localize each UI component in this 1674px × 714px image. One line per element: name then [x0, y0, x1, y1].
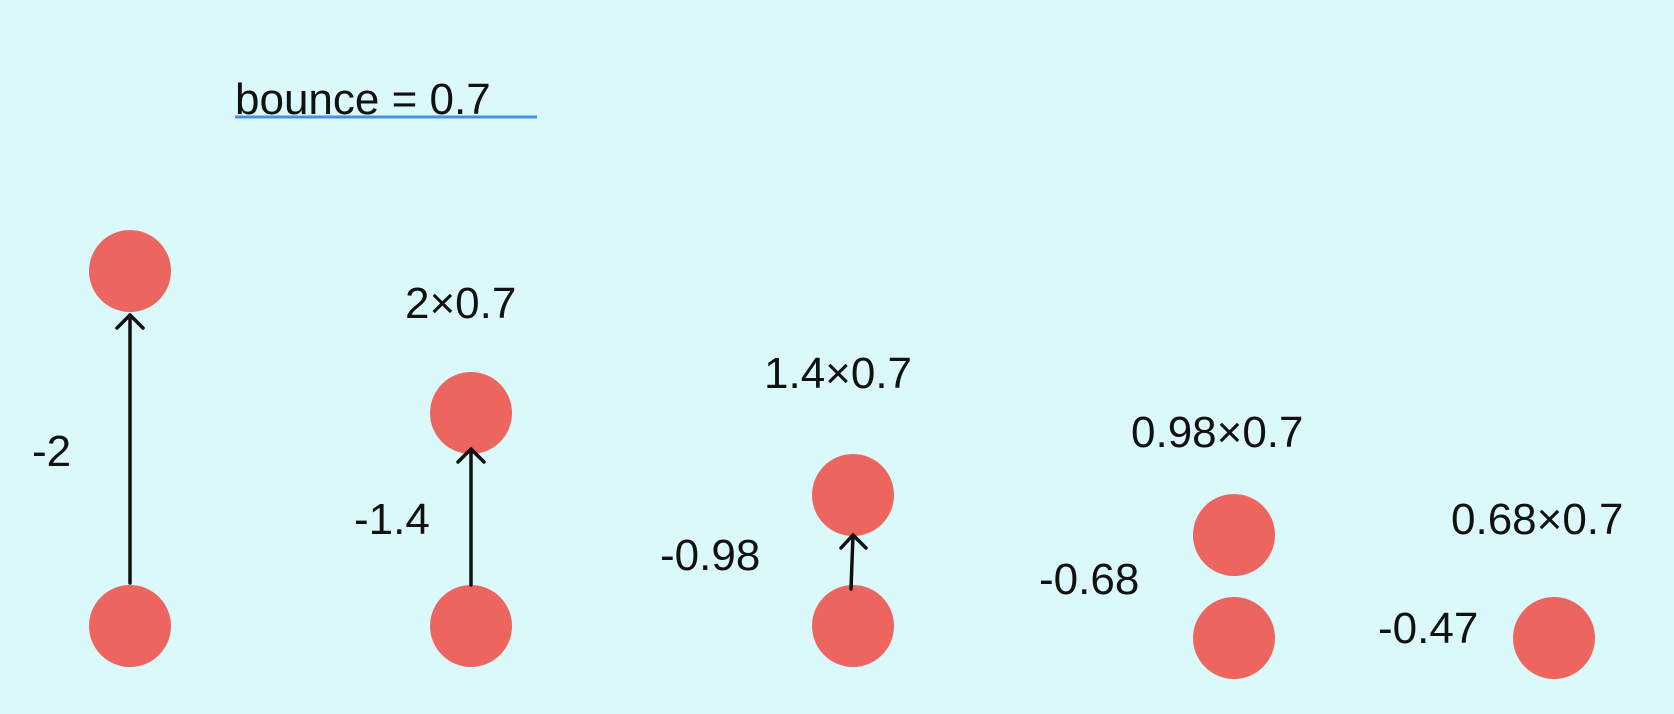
ball-start	[1193, 597, 1275, 679]
multiplier-label: 0.68×0.7	[1451, 495, 1624, 544]
velocity-label: -0.98	[660, 531, 760, 580]
ball-apex	[430, 372, 512, 454]
ball-start	[430, 585, 512, 667]
step-1: -2	[32, 230, 171, 667]
ball-start	[1513, 597, 1595, 679]
ball-start	[812, 585, 894, 667]
velocity-label: -0.68	[1039, 555, 1139, 604]
ball-apex	[89, 230, 171, 312]
multiplier-label: 2×0.7	[405, 279, 516, 328]
step-3: -0.98 1.4×0.7	[660, 349, 912, 667]
velocity-arrow	[849, 533, 855, 591]
arrow-head-icon	[115, 313, 145, 330]
ball-apex	[1193, 494, 1275, 576]
velocity-label: -0.47	[1378, 604, 1478, 653]
step-5: -0.47 0.68×0.7	[1378, 495, 1624, 679]
ball-start	[89, 585, 171, 667]
velocity-label: -2	[32, 427, 71, 476]
multiplier-label: 0.98×0.7	[1131, 408, 1304, 457]
multiplier-label: 1.4×0.7	[764, 349, 912, 398]
step-4: -0.68 0.98×0.7	[1039, 408, 1304, 679]
velocity-label: -1.4	[354, 495, 430, 544]
ball-apex	[812, 454, 894, 536]
step-2: -1.4 2×0.7	[354, 279, 516, 667]
arrow-head-icon	[456, 447, 486, 464]
arrow-head-icon	[839, 533, 868, 550]
